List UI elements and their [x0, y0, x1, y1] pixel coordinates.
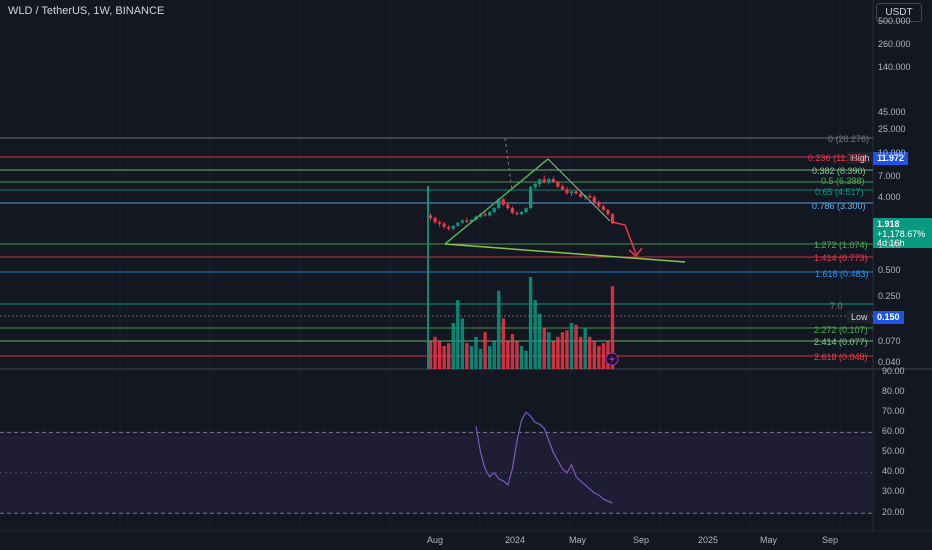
volume-bar	[524, 350, 528, 369]
candle-body	[451, 225, 455, 229]
candle-body	[460, 220, 464, 223]
volume-bar	[447, 343, 451, 369]
volume-bar	[610, 286, 615, 369]
volume-bar	[533, 300, 537, 369]
volume-bar	[551, 341, 556, 369]
candle-body	[542, 179, 546, 183]
candle-body	[588, 196, 592, 198]
volume-bar	[451, 323, 455, 369]
candle-body	[456, 222, 460, 226]
volume-bar	[519, 346, 524, 369]
volume-bar	[515, 341, 519, 369]
candle-body	[501, 199, 505, 205]
volume-bar	[483, 332, 487, 369]
volume-bar	[588, 336, 592, 369]
candle-body	[433, 217, 437, 223]
candle-body	[579, 193, 583, 197]
candle-body	[524, 208, 528, 213]
candle-body	[483, 214, 487, 216]
volume-bar	[456, 300, 460, 369]
candle-body	[465, 220, 469, 223]
volume-bar	[497, 290, 501, 369]
candle-body	[601, 206, 605, 210]
volume-bar	[542, 327, 546, 369]
candle-body	[529, 186, 533, 209]
forecast-arrow-head	[628, 247, 643, 258]
candle-body	[574, 191, 578, 194]
candle-body	[556, 181, 560, 187]
volume-bar	[428, 341, 433, 369]
volume-bar	[556, 336, 560, 369]
volume-bar	[501, 318, 505, 369]
candle-body	[438, 222, 442, 224]
volume-bar	[560, 332, 565, 369]
volume-bar	[487, 346, 492, 369]
dashed-projection-line	[504, 137, 513, 191]
trendline-lower	[444, 243, 686, 263]
volume-bar	[492, 341, 496, 369]
candle-body	[538, 179, 542, 184]
candle-body	[506, 204, 510, 209]
volume-bar	[442, 346, 446, 369]
candle-body	[606, 209, 610, 215]
candle-body	[492, 208, 496, 213]
volume-bar	[592, 341, 596, 369]
volume-bar	[569, 323, 574, 369]
candle-body	[533, 183, 537, 187]
candle-body	[565, 189, 569, 194]
candle-body	[447, 226, 451, 229]
volume-bar	[583, 327, 587, 369]
volume-bar	[478, 348, 483, 369]
volume-bar	[506, 341, 510, 369]
candle-body	[469, 219, 474, 223]
volume-bar	[465, 343, 469, 369]
volume-bar	[510, 334, 515, 369]
symbol-title[interactable]: WLD / TetherUS, 1W, BINANCE	[8, 5, 165, 17]
volume-bar	[538, 313, 542, 369]
candle-body	[442, 223, 446, 227]
trendline-descending	[547, 158, 611, 222]
volume-bar	[547, 332, 551, 369]
volume-bar	[601, 343, 606, 369]
volume-bar	[469, 346, 474, 369]
candle-body	[515, 213, 519, 215]
candle-body	[428, 215, 433, 218]
volume-bar	[433, 336, 437, 369]
candle-body	[569, 191, 574, 194]
volume-bar	[437, 341, 442, 369]
candle-body	[488, 212, 492, 216]
volume-bar	[565, 330, 569, 369]
candle-body	[497, 199, 501, 209]
candle-body	[560, 186, 565, 190]
volume-bar	[460, 318, 465, 369]
rsi-line	[475, 411, 613, 504]
candle-body	[610, 214, 615, 224]
trendline-upper	[444, 158, 549, 245]
volume-bar	[574, 324, 578, 369]
candle-body	[547, 179, 551, 183]
candle-body	[510, 208, 514, 214]
volume-bar-listing	[427, 186, 429, 369]
candle-body	[597, 202, 601, 207]
candle-body	[592, 197, 596, 203]
volume-bar	[528, 277, 533, 369]
volume-bar	[578, 336, 583, 369]
currency-button[interactable]: USDT	[876, 3, 922, 22]
volume-bar	[474, 336, 478, 369]
candle-body	[519, 212, 524, 215]
lightning-icon	[609, 355, 615, 364]
candle-body	[551, 179, 555, 182]
volume-bar	[597, 346, 601, 369]
forecast-arrow-line	[611, 221, 637, 255]
